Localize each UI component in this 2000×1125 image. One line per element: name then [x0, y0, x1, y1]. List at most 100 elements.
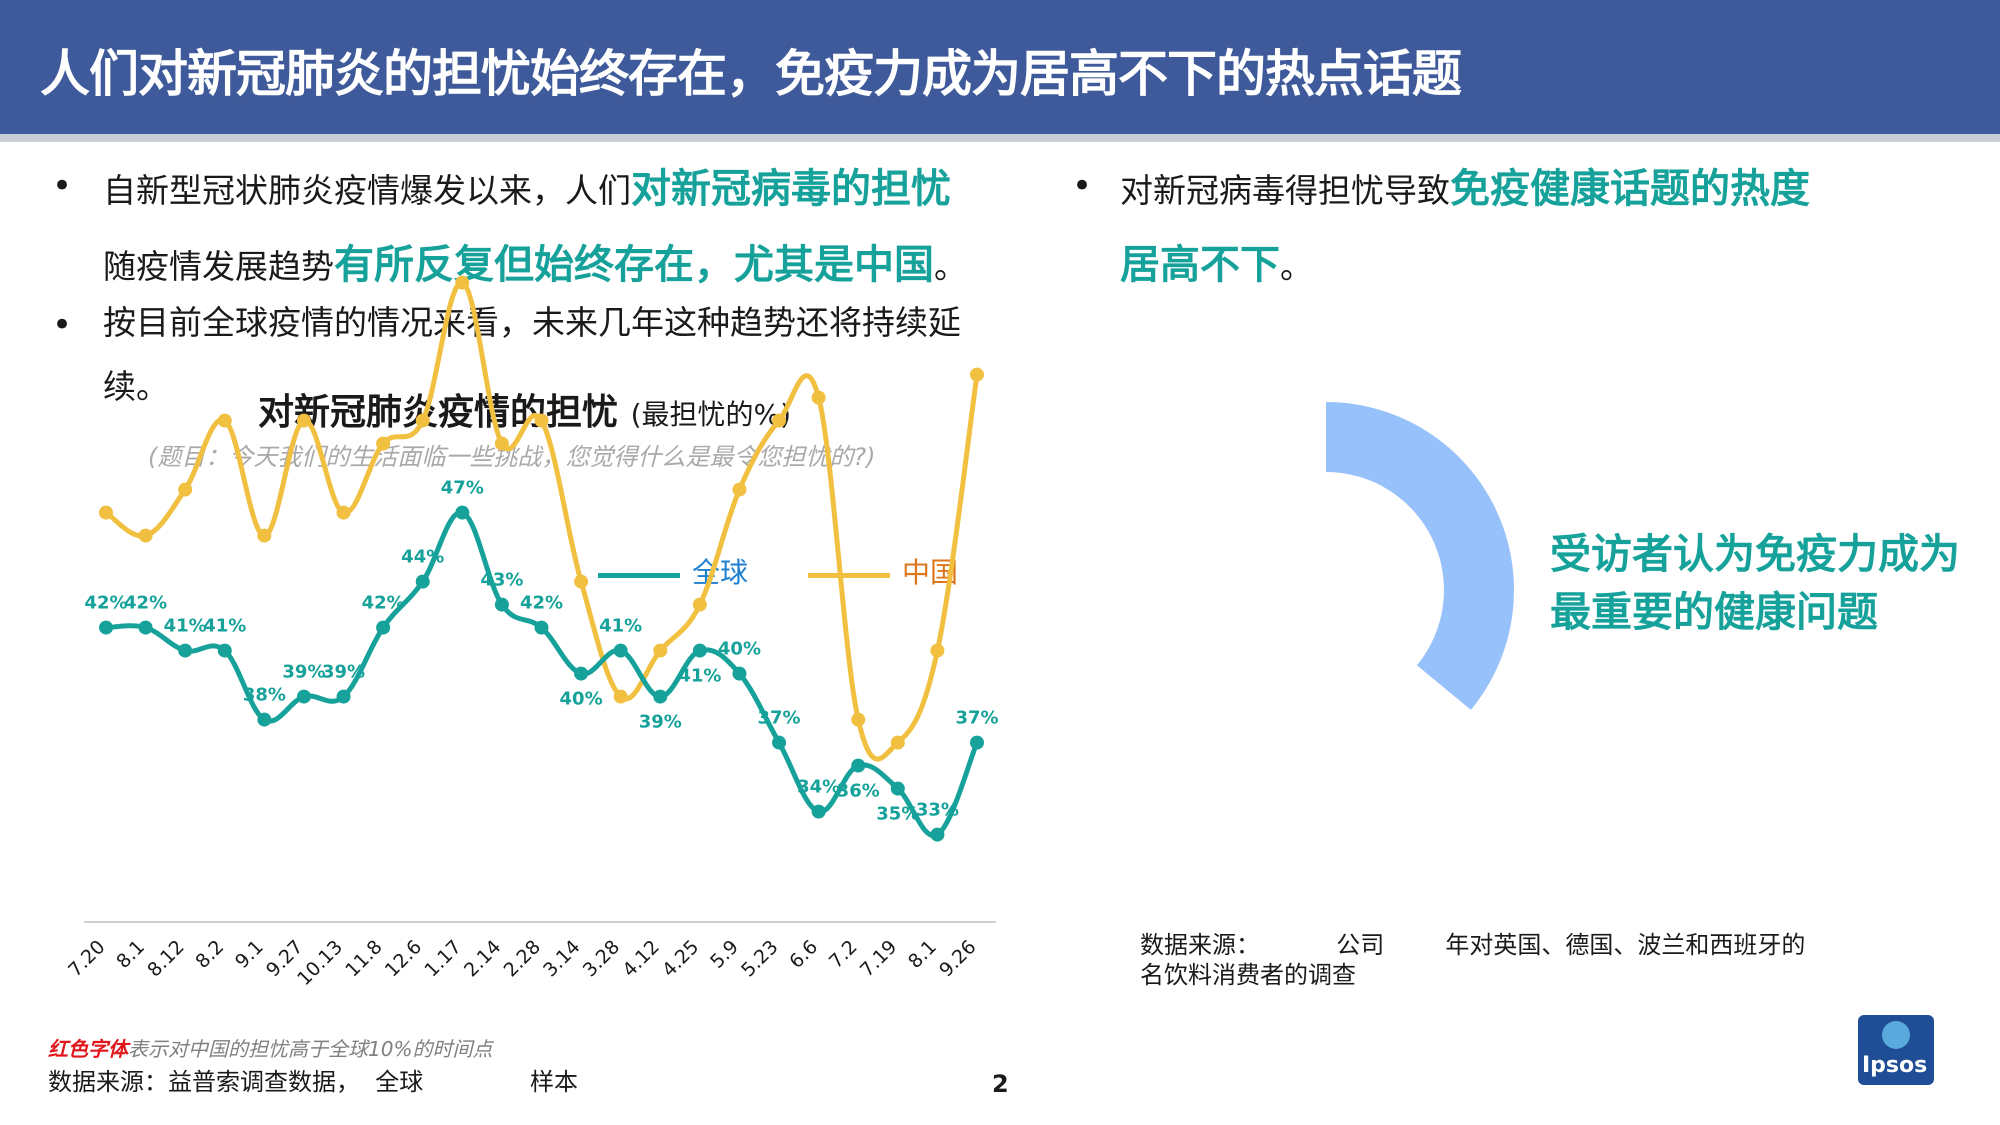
logo-mark-icon: [1882, 1021, 1910, 1049]
right-bullet-part1: 对新冠病毒得担忧导致: [1120, 171, 1450, 210]
ipsos-logo: Ipsos: [1858, 1015, 1934, 1085]
logo-text: Ipsos: [1862, 1053, 1928, 1078]
right-bullet-end: 。: [1280, 247, 1313, 286]
global-data-label: 35%: [876, 804, 919, 825]
global-point: [653, 689, 668, 704]
global-point: [613, 643, 628, 658]
china-point: [930, 643, 945, 658]
x-tick-label: 5.23: [737, 936, 782, 981]
global-data-label: 41%: [164, 616, 207, 637]
global-point: [851, 758, 866, 773]
global-point: [970, 735, 984, 750]
global-data-label: 42%: [84, 593, 127, 614]
global-point: [811, 804, 826, 819]
global-data-label: 34%: [797, 777, 840, 798]
global-point: [296, 689, 311, 704]
header-divider: [0, 134, 2000, 142]
global-data-label: 36%: [837, 781, 880, 802]
x-tick-label: 11.8: [341, 936, 386, 981]
bullet-dot: •: [52, 166, 73, 206]
source-right-line2: 名饮料消费者的调查: [1140, 961, 1356, 989]
legend-swatch-china: [808, 573, 890, 578]
bullet-dot: •: [1072, 166, 1093, 206]
china-point: [653, 643, 668, 658]
x-tick-label: 2.28: [500, 936, 545, 981]
global-point: [415, 574, 430, 589]
global-data-label: 42%: [520, 593, 563, 614]
global-data-label: 42%: [362, 593, 405, 614]
global-data-label: 37%: [757, 708, 800, 729]
x-tick-label: 7.19: [856, 936, 901, 981]
right-bullet-highlight2: 居高不下: [1120, 242, 1280, 288]
global-point: [99, 620, 113, 635]
china-point: [376, 436, 391, 451]
global-point: [376, 620, 391, 635]
chart-title-unit: (最担忧的%): [630, 398, 792, 431]
global-data-label: 44%: [401, 547, 444, 568]
china-point: [890, 735, 905, 750]
china-point: [613, 689, 628, 704]
china-point: [178, 482, 193, 497]
global-point: [494, 597, 509, 612]
bullet-2-line1: 按目前全球疫情的情况来看，未来几年这种趋势还将持续延: [103, 303, 961, 342]
global-data-label: 39%: [322, 662, 365, 683]
global-point: [732, 666, 747, 681]
china-point: [574, 574, 589, 589]
x-tick-label: 12.6: [381, 936, 426, 981]
global-point: [534, 620, 549, 635]
china-point: [494, 436, 509, 451]
bullet-2-line2: 续。: [103, 367, 169, 406]
x-tick-label: 10.13: [293, 936, 347, 990]
global-point: [217, 643, 232, 658]
global-data-label: 47%: [441, 478, 484, 499]
china-point: [851, 712, 866, 727]
x-tick-label: 6.6: [785, 936, 822, 973]
global-data-label: 41%: [203, 616, 246, 637]
china-series-line: [104, 280, 980, 762]
global-data-label: 33%: [916, 800, 959, 821]
bullet-1-part1: 自新型冠状肺炎疫情爆发以来，人们: [103, 171, 631, 210]
global-data-label: 40%: [560, 689, 603, 710]
global-point: [574, 666, 589, 681]
china-point: [970, 367, 984, 382]
global-point: [257, 712, 272, 727]
x-tick-label: 2.14: [460, 936, 505, 981]
x-tick-label: 3.14: [539, 936, 584, 981]
global-point: [772, 735, 787, 750]
china-point: [296, 413, 311, 428]
china-point: [257, 528, 272, 543]
donut-arc: [1326, 402, 1514, 710]
china-point: [336, 505, 351, 520]
global-data-label: 42%: [124, 593, 167, 614]
global-point: [930, 827, 945, 842]
bullet-2-text: 按目前全球疫情的情况来看，未来几年这种趋势还将持续延 续。: [103, 291, 1003, 419]
header-bar: [0, 0, 2000, 134]
global-point: [455, 505, 470, 520]
china-point: [732, 482, 747, 497]
chart-title-text: 对新冠肺炎疫情的担忧: [258, 392, 619, 433]
china-point: [692, 597, 707, 612]
global-data-label: 38%: [243, 685, 286, 706]
right-bullet-highlight1: 免疫健康话题的热度: [1450, 166, 1810, 212]
right-bullet-text: 对新冠病毒得担忧导致免疫健康话题的热度 居高不下。: [1120, 152, 1920, 304]
global-data-label: 37%: [955, 708, 998, 729]
bullet-dot: •: [52, 305, 73, 345]
global-point: [336, 689, 351, 704]
global-point: [138, 620, 153, 635]
global-point: [692, 643, 707, 658]
china-point: [455, 275, 470, 290]
x-tick-label: 8.12: [143, 936, 188, 981]
source-right: 数据来源： 公司 年对英国、德国、波兰和西班牙的 名饮料消费者的调查: [1140, 930, 1805, 990]
global-point: [178, 643, 193, 658]
global-data-label: 39%: [639, 712, 682, 733]
footnote-rest: 表示对中国的担忧高于全球10%的时间点: [128, 1037, 493, 1061]
footnote-red: 红色字体: [48, 1037, 128, 1061]
global-data-label: 40%: [718, 639, 761, 660]
bullet-1-end: 。: [934, 247, 967, 286]
bullet-1-highlight1: 对新冠病毒的担忧: [631, 166, 951, 212]
x-tick-label: 4.12: [618, 936, 663, 981]
china-point: [415, 413, 430, 428]
global-data-label: 43%: [480, 570, 523, 591]
chart-title: 对新冠肺炎疫情的担忧 (最担忧的%): [258, 383, 791, 435]
